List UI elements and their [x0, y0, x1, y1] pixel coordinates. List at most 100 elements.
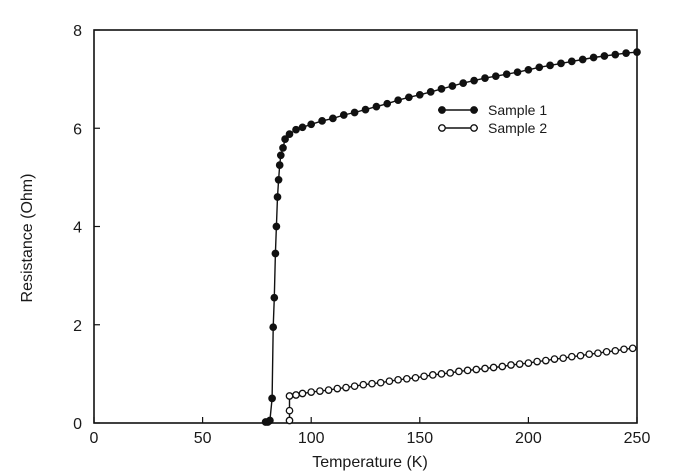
data-point [285, 406, 294, 415]
data-point [383, 99, 392, 108]
data-point [285, 130, 294, 138]
plot-frame [93, 29, 638, 424]
data-point [271, 249, 280, 258]
data-point [628, 344, 637, 353]
data-point [285, 416, 294, 425]
data-point [524, 359, 533, 367]
data-point [350, 382, 359, 391]
series-2 [285, 344, 637, 425]
data-point [455, 367, 463, 376]
data-point [272, 222, 281, 231]
data-point [559, 354, 568, 363]
data-point [274, 175, 283, 184]
data-point [268, 394, 276, 403]
data-point [269, 323, 278, 332]
data-point [533, 357, 541, 366]
data-point [298, 123, 307, 132]
data-point [292, 391, 300, 399]
legend-marker [470, 106, 478, 114]
x-tick-label: 0 [90, 430, 99, 447]
legend-marker [438, 124, 446, 132]
x-tick-label: 100 [298, 430, 325, 447]
data-point [546, 61, 554, 70]
data-point [437, 370, 446, 378]
data-point [535, 63, 544, 72]
data-point [350, 108, 359, 117]
data-point [273, 193, 282, 201]
data-point [578, 55, 587, 64]
data-point [285, 392, 294, 400]
data-point [394, 375, 402, 384]
data-point [463, 366, 472, 375]
data-point [513, 68, 522, 77]
data-point [515, 360, 524, 368]
series-layer [261, 48, 641, 426]
data-point [481, 74, 489, 82]
data-point [298, 389, 307, 398]
data-point [276, 151, 285, 160]
legend-label: Sample 1 [488, 102, 547, 118]
data-point [567, 57, 576, 66]
data-point [329, 114, 337, 123]
y-tick-label: 4 [73, 220, 82, 237]
data-point [385, 377, 394, 386]
data-point [502, 70, 511, 79]
x-axis-ticks: 0 50 100 150 200 250 [90, 417, 651, 447]
legend: Sample 1 Sample 2 [438, 102, 547, 136]
data-point [333, 384, 342, 393]
data-point [446, 369, 455, 377]
data-point [524, 65, 533, 74]
data-point [437, 85, 446, 93]
data-point [420, 372, 428, 381]
data-point [622, 49, 630, 57]
data-point [279, 144, 287, 152]
data-point [550, 355, 559, 363]
legend-marker [438, 106, 446, 114]
data-point [402, 374, 411, 383]
y-axis-ticks: 0 2 4 6 8 [73, 23, 100, 433]
data-point [372, 102, 381, 111]
data-point [426, 88, 435, 96]
series-line [265, 51, 638, 423]
legend-marker [470, 124, 478, 132]
data-point [600, 52, 609, 60]
data-point [541, 356, 550, 365]
y-tick-label: 6 [73, 121, 82, 138]
data-point [470, 76, 478, 85]
data-point [567, 352, 576, 361]
x-tick-label: 250 [624, 430, 651, 447]
y-tick-label: 8 [73, 23, 82, 40]
y-axis-title: Resistance (Ohm) [19, 174, 36, 303]
data-point [324, 386, 333, 394]
data-point [411, 373, 420, 382]
data-point [557, 59, 565, 68]
plot-border [93, 29, 638, 424]
data-point [270, 293, 279, 302]
data-point [633, 48, 641, 56]
legend-label: Sample 2 [488, 120, 547, 136]
data-point [405, 93, 413, 102]
data-point [275, 161, 284, 169]
data-point [361, 105, 370, 114]
data-point [611, 50, 620, 59]
data-point [594, 349, 602, 358]
y-tick-label: 2 [73, 318, 82, 335]
data-point [481, 364, 489, 373]
x-tick-label: 50 [194, 430, 212, 447]
data-point [359, 380, 368, 389]
data-point [307, 120, 316, 129]
y-tick-label: 0 [73, 416, 82, 433]
data-point [602, 347, 611, 356]
data-point [316, 387, 324, 395]
data-point [585, 350, 594, 359]
data-point [318, 117, 326, 125]
data-point [472, 365, 481, 374]
data-point [459, 79, 468, 87]
data-point [589, 53, 598, 62]
data-point [491, 72, 500, 81]
data-point [620, 345, 628, 354]
data-point [307, 388, 316, 396]
data-point [576, 351, 585, 360]
data-point [611, 346, 620, 355]
